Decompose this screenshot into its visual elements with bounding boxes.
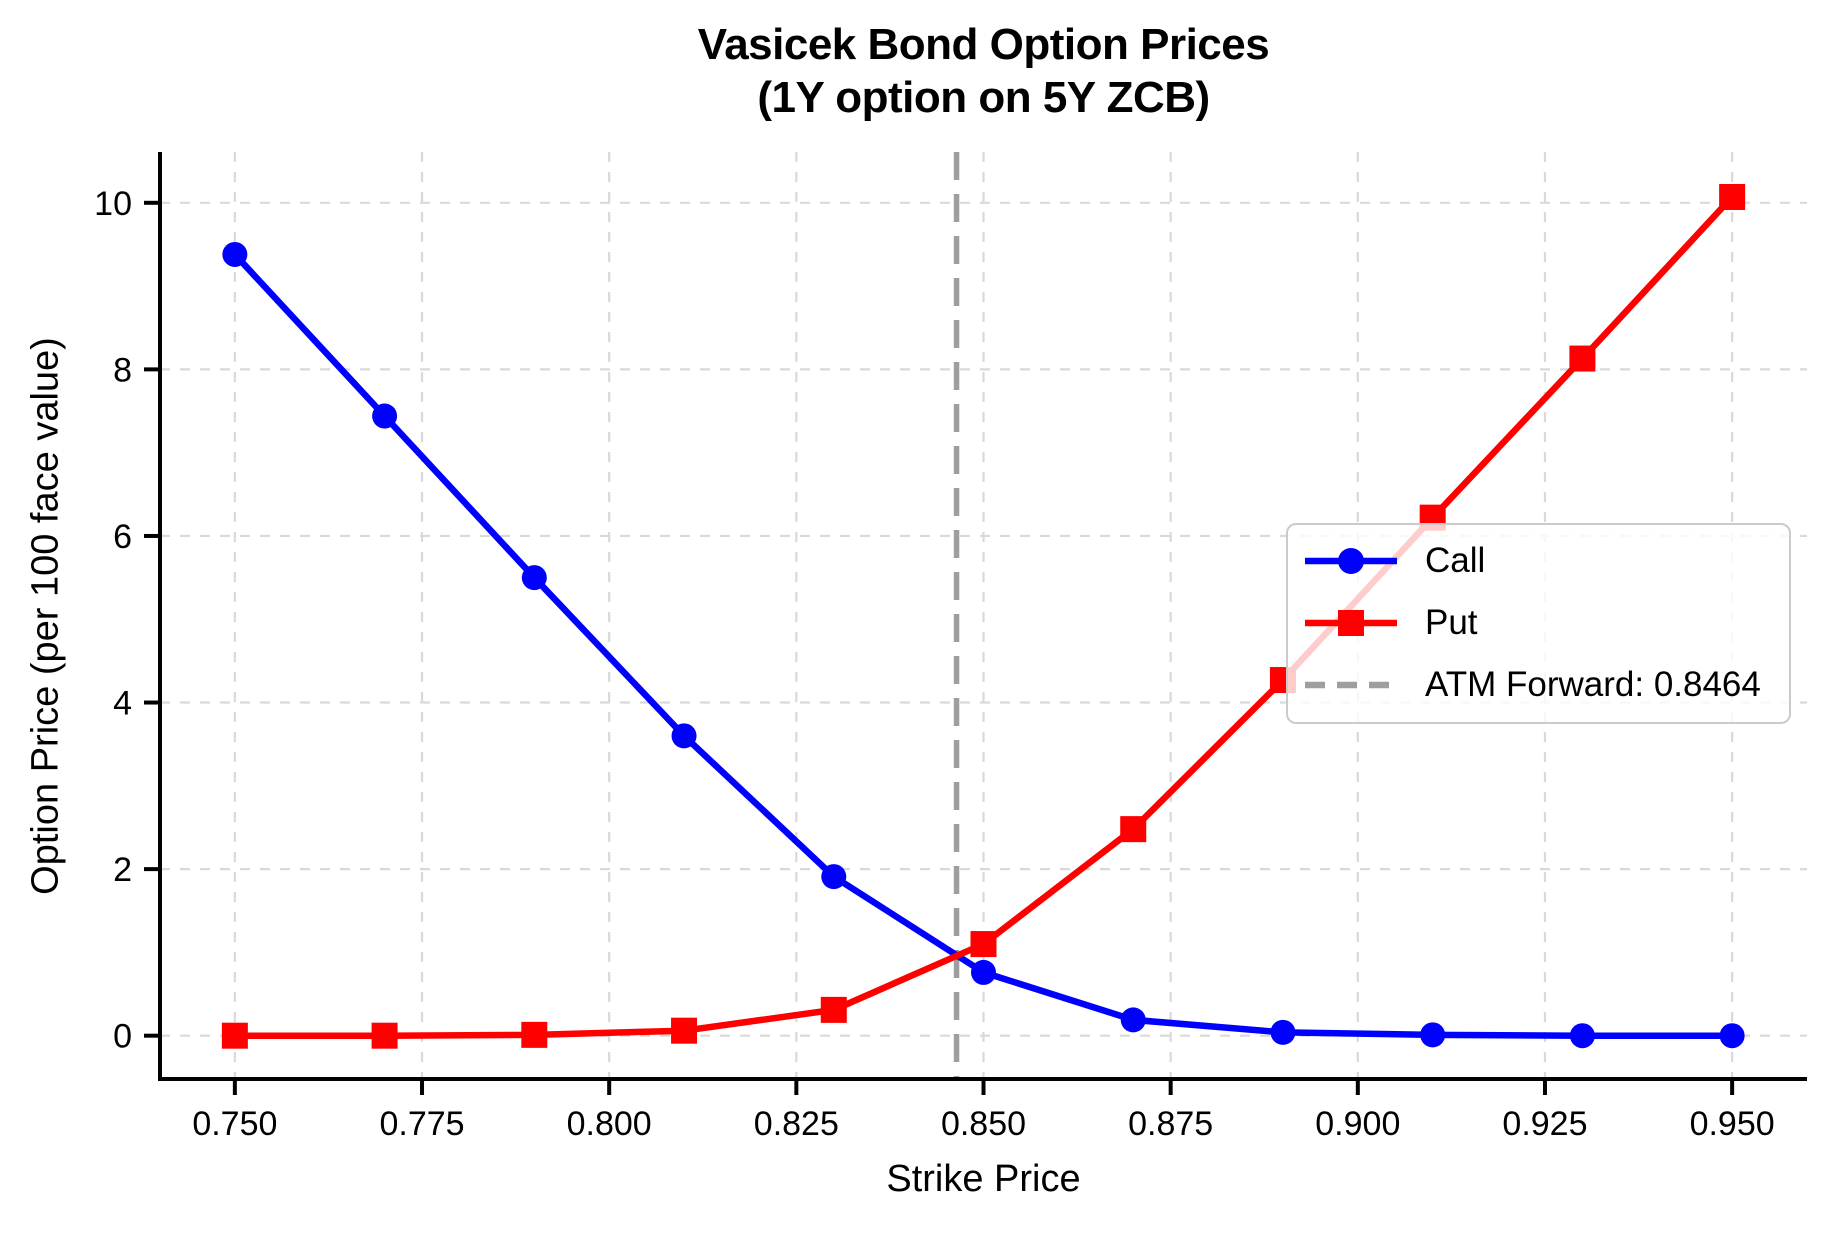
put-marker [820, 996, 847, 1023]
call-marker [1270, 1019, 1296, 1045]
chart-subtitle: (1Y option on 5Y ZCB) [757, 73, 1210, 122]
legend-label: Call [1425, 541, 1486, 580]
put-marker [671, 1017, 698, 1044]
y-tick-label: 4 [113, 685, 132, 723]
x-tick-label: 0.875 [1128, 1105, 1213, 1143]
call-marker [671, 723, 697, 749]
put-marker [521, 1021, 548, 1048]
call-marker [1719, 1023, 1745, 1049]
chart-title: Vasicek Bond Option Prices [697, 20, 1270, 69]
legend-label: Put [1425, 603, 1478, 642]
legend-swatch-circle-icon [1305, 548, 1397, 574]
x-tick-label: 0.825 [754, 1105, 839, 1143]
x-axis-label: Strike Price [886, 1158, 1081, 1200]
legend-swatch-square-icon [1305, 610, 1397, 636]
legend-swatch-dashed-line-icon [1305, 681, 1397, 689]
y-tick-label: 0 [113, 1018, 132, 1056]
x-tick-label: 0.850 [941, 1105, 1026, 1143]
put-marker [221, 1022, 248, 1049]
x-tick-label: 0.750 [192, 1105, 277, 1143]
x-tick-label: 0.950 [1690, 1105, 1775, 1143]
call-marker [1120, 1007, 1146, 1033]
call-marker [821, 864, 847, 890]
legend-item: Put [1301, 592, 1789, 654]
y-axis-label: Option Price (per 100 face value) [24, 337, 67, 895]
put-marker [1569, 345, 1596, 372]
put-marker [970, 931, 997, 958]
y-tick-label: 10 [94, 185, 132, 223]
call-marker [372, 403, 398, 429]
x-tick-label: 0.925 [1502, 1105, 1587, 1143]
chart-title-block: Vasicek Bond Option Prices (1Y option on… [160, 18, 1807, 124]
y-tick-label: 2 [113, 851, 132, 889]
x-tick-label: 0.900 [1315, 1105, 1400, 1143]
call-marker [222, 241, 248, 267]
legend-item: Call [1301, 530, 1789, 592]
legend-label: ATM Forward: 0.8464 [1425, 665, 1761, 704]
put-marker [371, 1022, 398, 1049]
legend: Call Put ATM Forward: 0.8464 [1286, 523, 1791, 724]
put-marker [1719, 183, 1746, 210]
axis-spines [158, 152, 1807, 1081]
call-marker [971, 959, 996, 985]
put-marker [1120, 816, 1147, 843]
call-marker [521, 565, 547, 591]
call-marker [1569, 1023, 1595, 1049]
legend-item: ATM Forward: 0.8464 [1301, 654, 1789, 716]
y-tick-label: 8 [113, 351, 132, 389]
y-tick-label: 6 [113, 518, 132, 556]
call-marker [1420, 1022, 1446, 1048]
x-tick-label: 0.800 [567, 1105, 652, 1143]
x-tick-label: 0.775 [379, 1105, 464, 1143]
